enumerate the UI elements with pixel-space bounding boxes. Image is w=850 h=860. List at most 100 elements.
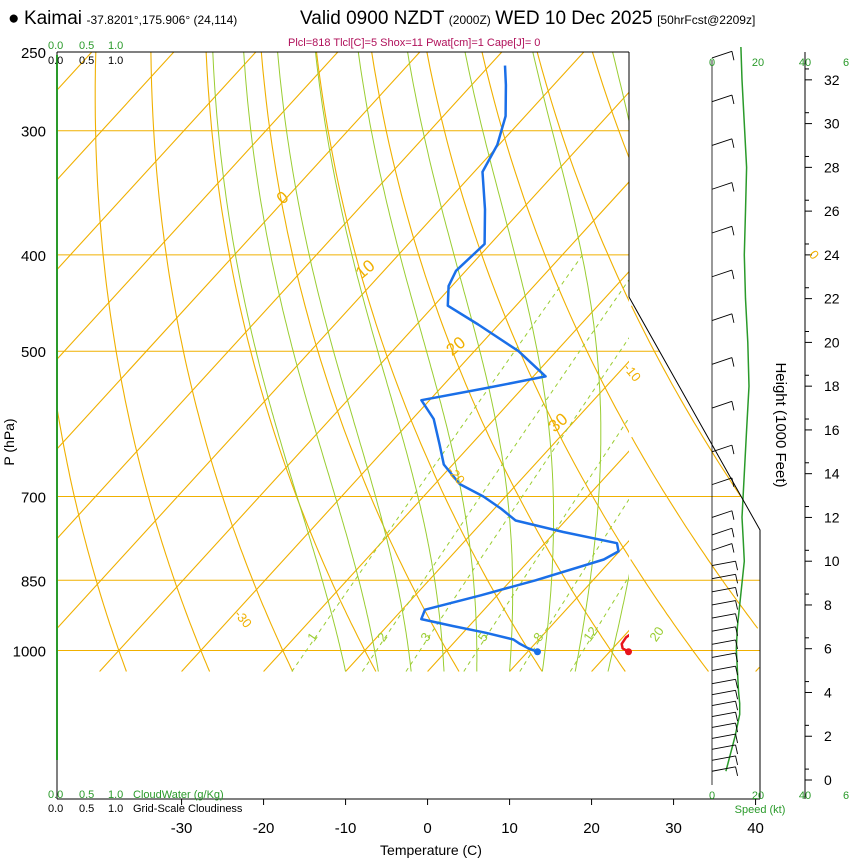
x-tick-label: 10	[501, 820, 518, 837]
wind-barb-flag	[731, 226, 735, 236]
height-tick-label: 20	[824, 334, 840, 350]
speed-top-label: 0	[709, 57, 715, 69]
isotherm-line	[57, 52, 257, 271]
station-bullet: ●	[8, 8, 20, 29]
dry-adiabat-label: 10	[352, 256, 379, 283]
cloudiness-top-label: 0.5	[79, 55, 94, 67]
wind-barb-flag	[731, 138, 735, 148]
isotherm-line	[57, 52, 503, 540]
height-tick-label: 30	[824, 116, 840, 132]
x-axis-title: Temperature (C)	[380, 842, 482, 858]
dry-adiabat-line	[758, 52, 850, 672]
speed-bottom-label: 20	[752, 790, 764, 802]
wind-barb	[711, 357, 733, 365]
wind-barb	[711, 744, 736, 750]
speed-top-label: 40	[799, 57, 811, 69]
height-tick-label: 32	[824, 72, 840, 88]
height-tick-label: 0	[824, 772, 832, 788]
mixing-ratio-line	[361, 278, 629, 672]
dewpoint-profile	[420, 65, 620, 653]
moist-adiabat-line	[407, 52, 514, 672]
wind-barb	[711, 600, 736, 606]
wind-barb	[711, 510, 733, 518]
pressure-tick-label: 1000	[13, 643, 46, 660]
pressure-tick-label: 250	[21, 45, 46, 62]
height-tick-label: 2	[824, 728, 832, 744]
forecast-run: [50hrFcst@2209z]	[657, 13, 756, 27]
mixing-ratio-label: 20	[646, 624, 667, 644]
wind-barb-flag	[731, 51, 735, 61]
wind-barb-flag	[731, 401, 735, 411]
x-tick-label: -10	[335, 820, 357, 837]
extension-bg	[629, 297, 760, 799]
wind-barb-flag	[735, 574, 739, 584]
isotherm-label: -30	[231, 607, 255, 631]
isotherm-ext	[755, 667, 760, 672]
wind-barb	[711, 652, 736, 658]
wind-speed-profile	[725, 46, 750, 772]
wind-barb	[711, 722, 736, 728]
height-tick-label: 4	[824, 684, 832, 700]
height-tick-label: 26	[824, 203, 840, 219]
isotherm-line	[509, 540, 629, 672]
moist-adiabat-line	[212, 52, 347, 672]
wind-barb-flag	[735, 690, 739, 700]
height-tick-label: 28	[824, 159, 840, 175]
mixing-ratio-label: 8	[530, 630, 546, 645]
cloud-water-bottom-label: 0.0	[48, 789, 63, 801]
wind-barb	[711, 639, 736, 645]
dry-adiabat-ext	[631, 436, 759, 629]
dry-adiabat-line	[94, 52, 211, 672]
dry-adiabat-line	[481, 52, 629, 434]
y-axis-title: P (hPa)	[1, 418, 17, 465]
cloud-water-top-label: 0.0	[48, 40, 63, 52]
moist-adiabat-line	[464, 52, 555, 672]
wind-barb	[711, 313, 733, 321]
wind-barb	[711, 665, 736, 672]
wind-barb	[711, 225, 733, 234]
wind-barb-flag	[731, 357, 735, 367]
isotherm-line	[57, 52, 421, 450]
speed-bottom-label: 6	[843, 790, 849, 802]
wind-barb	[711, 560, 736, 567]
height-tick-label: 6	[824, 641, 832, 657]
moist-adiabat-line	[532, 52, 602, 672]
wind-barb-flag	[735, 626, 739, 636]
station-coords: -37.8201°,175.906° (24,114)	[86, 13, 238, 27]
wind-barb	[711, 755, 736, 761]
wind-barb	[711, 700, 736, 707]
plot-right-boundary	[628, 52, 761, 799]
speed-axis-title: Speed (kt)	[735, 804, 786, 816]
utc-time: (2000Z)	[448, 13, 491, 27]
dry-adiabat-line	[205, 52, 377, 672]
wind-barb-flag	[735, 712, 739, 722]
wind-barb-flag	[731, 543, 735, 553]
dry-adiabat-label: 0	[273, 187, 292, 208]
wind-barb-flag	[735, 744, 739, 755]
pressure-tick-label: 500	[21, 344, 46, 361]
mixing-ratio-line	[291, 254, 583, 672]
moist-adiabat-line	[315, 52, 445, 672]
wind-barb-flag	[735, 722, 739, 733]
wind-barb	[711, 733, 736, 739]
station-name: Kaimai	[23, 8, 83, 29]
cloud-water-bottom-label: 0.5	[79, 789, 94, 801]
mixing-ratio-label: 3	[417, 630, 433, 645]
pressure-tick-label: 300	[21, 124, 46, 141]
wind-barb	[711, 94, 733, 103]
height-tick-label: 24	[824, 247, 840, 263]
cloud-water-title: CloudWater (g/Kg)	[133, 789, 224, 801]
x-tick-label: 0	[423, 820, 431, 837]
cloudiness-bottom-label: 0.0	[48, 803, 63, 815]
wind-barb-flag	[735, 613, 739, 623]
wind-barb	[711, 586, 736, 593]
cloudiness-bottom-label: 1.0	[108, 803, 123, 815]
dry-adiabat-ext	[630, 305, 742, 497]
cloudiness-top-label: 1.0	[108, 55, 123, 67]
wind-barb	[711, 527, 733, 536]
wind-barb-flag	[735, 733, 739, 744]
isotherm-line	[0, 52, 10, 672]
cloud-water-bottom-label: 1.0	[108, 789, 123, 801]
isotherm-line	[181, 181, 629, 672]
wind-barb	[711, 400, 733, 409]
